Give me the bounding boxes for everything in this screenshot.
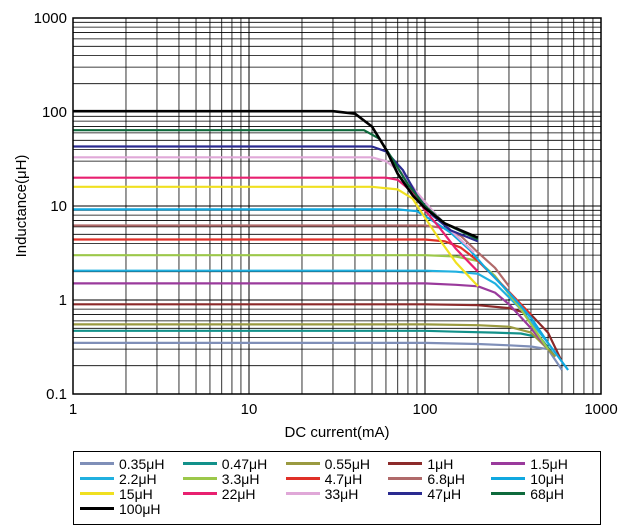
legend-label: 0.55μH bbox=[324, 455, 371, 472]
series-line bbox=[73, 224, 510, 287]
legend-label: 100μH bbox=[119, 500, 161, 517]
legend-swatch bbox=[491, 462, 526, 465]
legend-swatch bbox=[182, 462, 217, 465]
legend-item: 4.7μH bbox=[285, 470, 389, 487]
legend-swatch bbox=[182, 477, 217, 480]
legend-item: 0.35μH bbox=[80, 455, 183, 472]
legend-swatch bbox=[80, 507, 114, 510]
legend-label: 33μH bbox=[324, 485, 359, 502]
legend-swatch bbox=[491, 477, 526, 480]
legend-item: 22μH bbox=[182, 485, 286, 502]
legend-item: 100μH bbox=[80, 500, 183, 517]
legend-item: 33μH bbox=[285, 485, 389, 502]
series-line bbox=[73, 303, 563, 363]
x-axis-label: DC current(mA) bbox=[284, 424, 389, 441]
legend-swatch bbox=[491, 492, 526, 495]
y-tick-label: 1 bbox=[59, 292, 67, 309]
y-tick-label: 1000 bbox=[34, 10, 67, 27]
legend-label: 3.3μH bbox=[221, 470, 260, 487]
chart-legend: 0.35μH 0.47μH 0.55μH 1μH 1.5μH 2.2μH 3.3μH 4.7μ… bbox=[73, 451, 601, 525]
legend-swatch bbox=[80, 492, 114, 495]
legend-item: 1.5μH bbox=[491, 455, 594, 472]
legend-grid: 0.35μH 0.47μH 0.55μH 1μH 1.5μH 2.2μH 3.3μH 4.7μ… bbox=[74, 452, 600, 517]
series-line bbox=[73, 109, 479, 239]
legend-swatch bbox=[285, 462, 320, 465]
legend-swatch bbox=[388, 462, 423, 465]
legend-item: 6.8μH bbox=[388, 470, 491, 487]
legend-swatch bbox=[80, 477, 114, 480]
legend-item: 68μH bbox=[491, 485, 594, 502]
legend-label: 47μH bbox=[427, 485, 462, 502]
legend-label: 1.5μH bbox=[530, 455, 568, 472]
grid-layer bbox=[73, 18, 601, 394]
legend-label: 10μH bbox=[530, 470, 564, 487]
legend-label: 0.47μH bbox=[221, 455, 268, 472]
legend-swatch bbox=[285, 492, 320, 495]
legend-swatch bbox=[182, 492, 217, 495]
x-tick-label: 1000 bbox=[584, 401, 617, 418]
x-tick-label: 10 bbox=[241, 401, 258, 418]
plot-frame bbox=[72, 17, 602, 395]
legend-label: 4.7μH bbox=[324, 470, 363, 487]
legend-swatch bbox=[388, 477, 423, 480]
legend-item: 15μH bbox=[80, 485, 183, 502]
legend-label: 6.8μH bbox=[427, 470, 466, 487]
x-tick-label: 100 bbox=[412, 401, 437, 418]
legend-label: 22μH bbox=[221, 485, 256, 502]
series-line bbox=[73, 323, 557, 358]
y-axis-label: Inductance(μH) bbox=[13, 155, 30, 258]
series-line bbox=[73, 185, 479, 288]
series-layer bbox=[73, 109, 569, 371]
y-tick-label: 100 bbox=[42, 104, 67, 121]
legend-swatch bbox=[80, 462, 114, 465]
series-line bbox=[73, 208, 569, 371]
legend-label: 2.2μH bbox=[119, 470, 157, 487]
y-tick-label: 0.1 bbox=[46, 386, 67, 403]
series-line bbox=[73, 282, 549, 350]
legend-swatch bbox=[285, 477, 320, 480]
legend-label: 68μH bbox=[530, 485, 564, 502]
legend-item: 3.3μH bbox=[182, 470, 286, 487]
legend-item: 10μH bbox=[491, 470, 594, 487]
legend-item: 0.47μH bbox=[182, 455, 286, 472]
legend-item: 1μH bbox=[388, 455, 491, 472]
legend-label: 1μH bbox=[427, 455, 454, 472]
legend-label: 15μH bbox=[119, 485, 153, 502]
x-tick-label: 1 bbox=[69, 401, 77, 418]
series-line bbox=[73, 145, 479, 243]
y-tick-label: 10 bbox=[50, 198, 67, 215]
legend-item: 0.55μH bbox=[285, 455, 389, 472]
legend-item: 47μH bbox=[388, 485, 491, 502]
legend-swatch bbox=[388, 492, 423, 495]
legend-label: 0.35μH bbox=[119, 455, 165, 472]
legend-item: 2.2μH bbox=[80, 470, 183, 487]
series-line bbox=[73, 156, 475, 254]
